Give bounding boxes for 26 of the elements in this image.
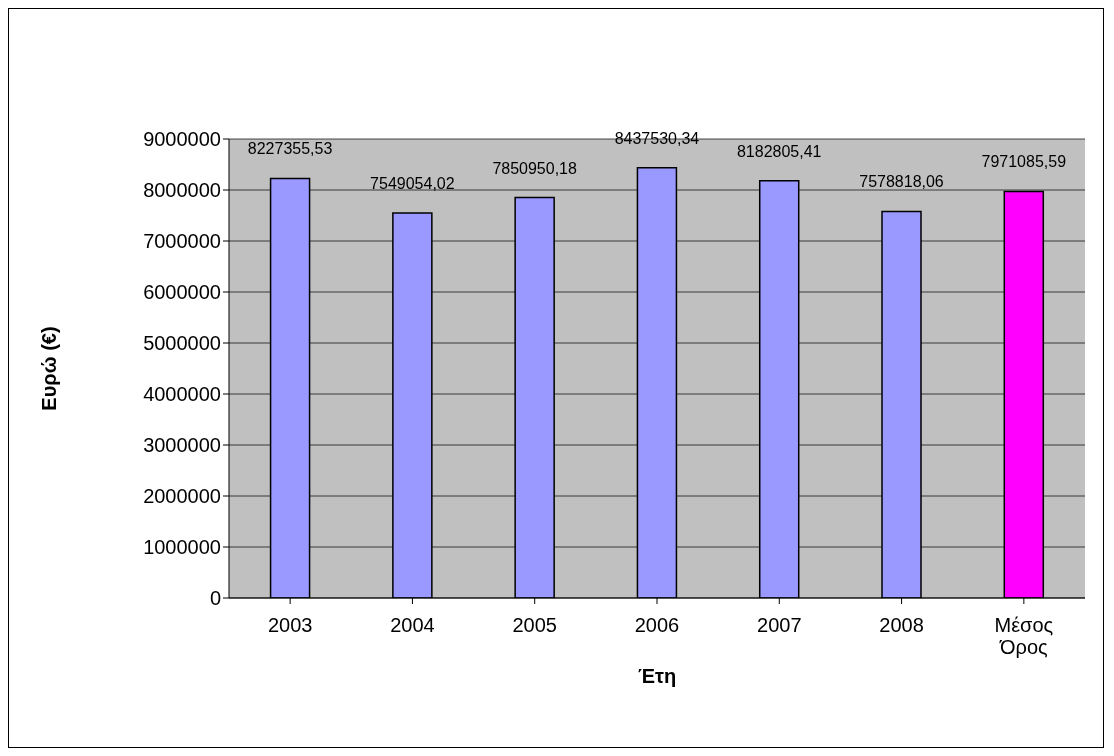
y-tick-label: 4000000 xyxy=(143,383,221,406)
y-tick-label: 1000000 xyxy=(143,536,221,559)
y-tick-label: 3000000 xyxy=(143,434,221,457)
x-tick-label: 2006 xyxy=(634,614,680,636)
y-tick-label: 9000000 xyxy=(143,128,221,151)
data-label: 7549054,02 xyxy=(370,175,455,192)
y-axis-title: Ευρώ (€) xyxy=(38,326,61,411)
y-tick-label: 6000000 xyxy=(143,281,221,304)
data-label: 7971085,59 xyxy=(981,153,1067,171)
x-tick-label: 2004 xyxy=(390,614,435,636)
y-tick-label: 8000000 xyxy=(143,179,221,202)
y-tick-label: 5000000 xyxy=(143,332,221,355)
data-label: 8227355,53 xyxy=(247,140,333,158)
x-tick-label: 2007 xyxy=(757,614,802,636)
data-label: 8437530,34 xyxy=(614,129,700,147)
data-label: 7578818,06 xyxy=(859,173,944,191)
data-label: 7850950,18 xyxy=(492,159,578,177)
x-tick-label: 2008 xyxy=(879,614,924,636)
x-tick-label: 2003 xyxy=(267,614,313,636)
y-tick-label: 7000000 xyxy=(143,230,221,253)
x-axis-title: Έτη xyxy=(637,665,677,687)
y-tick-label: 2000000 xyxy=(143,485,221,508)
x-tick-label: Μέσος Όρος xyxy=(994,614,1054,658)
y-tick-label: 0 xyxy=(209,587,221,610)
data-label: 8182805,41 xyxy=(736,142,822,160)
x-tick-label: 2005 xyxy=(512,614,557,636)
